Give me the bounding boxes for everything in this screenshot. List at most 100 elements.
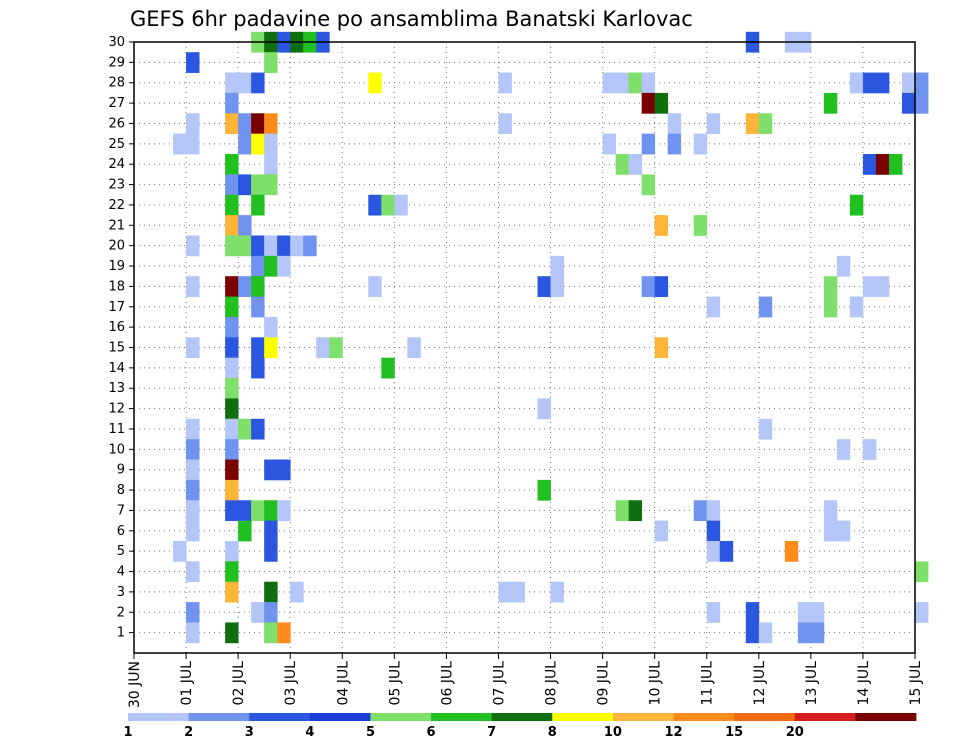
precip-cell	[849, 296, 864, 318]
x-tick-label: 05 JUL	[387, 661, 403, 706]
precip-cell	[251, 174, 265, 196]
precip-cell	[836, 255, 851, 277]
precip-cell	[836, 520, 851, 542]
x-tick-label: 06 JUL	[439, 661, 455, 706]
precip-cell	[693, 133, 708, 155]
precip-cell	[238, 500, 252, 522]
legend-label: 4	[305, 725, 314, 740]
precip-cell	[394, 194, 408, 216]
precip-cell	[186, 520, 200, 542]
precip-cell	[225, 479, 239, 501]
precip-cell	[225, 154, 239, 175]
x-tick-label: 02 JUL	[231, 661, 247, 706]
y-tick-label: 26	[108, 116, 125, 131]
precip-cell	[654, 520, 669, 542]
x-tick-label: 01 JUL	[179, 661, 195, 706]
x-tick-label: 11 JUL	[700, 661, 716, 706]
precip-cell	[368, 72, 382, 94]
precip-cell	[264, 52, 278, 73]
x-tick-label: 09 JUL	[596, 661, 612, 706]
precip-cell	[667, 133, 682, 155]
legend-swatch	[370, 713, 432, 721]
x-tick-label: 30 JUN	[127, 661, 143, 708]
precip-cell	[823, 276, 838, 297]
legend-swatch	[128, 713, 190, 721]
precip-cell	[498, 581, 512, 603]
legend-label: 8	[548, 725, 557, 740]
precip-cell	[706, 296, 721, 318]
precip-cell	[667, 113, 682, 135]
precip-cell	[706, 520, 721, 542]
y-tick-label: 1	[117, 626, 125, 641]
precip-cell	[264, 174, 278, 196]
precip-cell	[615, 72, 630, 94]
precip-cell	[186, 500, 200, 522]
precip-cell	[316, 337, 330, 359]
precip-cell	[537, 479, 551, 501]
precip-cell	[225, 357, 239, 379]
precip-cell	[264, 459, 278, 481]
precip-cell	[251, 255, 265, 277]
precip-cell	[186, 418, 200, 440]
precip-cell	[277, 500, 291, 522]
precip-cell	[823, 500, 838, 522]
precip-cell	[264, 133, 278, 155]
precip-cell	[225, 296, 239, 318]
precip-cell	[849, 194, 864, 216]
precip-cell	[641, 72, 656, 94]
x-tick-label: 15 JUL	[908, 661, 924, 706]
precip-cell	[238, 113, 252, 135]
precip-cell	[225, 500, 239, 522]
precip-cell	[225, 215, 239, 236]
precip-cell	[186, 52, 200, 73]
y-tick-label: 9	[117, 463, 125, 478]
y-tick-label: 20	[108, 239, 125, 254]
precip-cell	[225, 92, 239, 114]
x-tick-label: 03 JUL	[283, 661, 299, 706]
precip-cell	[251, 194, 265, 216]
y-tick-label: 2	[117, 605, 125, 620]
precip-cell	[745, 113, 760, 135]
x-axis-ticks: 30 JUN 01 JUL 02 JUL 03 JUL 04 JUL 05 JUL 06 J…	[127, 653, 924, 708]
precip-cell	[173, 133, 187, 155]
precip-cell	[225, 72, 239, 94]
precip-cell	[368, 276, 382, 297]
precip-cell	[186, 133, 200, 155]
y-tick-label: 27	[108, 96, 125, 111]
legend-label: 10	[604, 725, 622, 740]
precip-cell	[186, 337, 200, 359]
precip-cell	[264, 581, 278, 603]
precip-cell	[186, 459, 200, 481]
precip-cell	[238, 174, 252, 196]
legend-swatch	[794, 713, 856, 721]
legend-swatch	[734, 713, 796, 721]
y-tick-label: 21	[108, 218, 125, 233]
precip-cell	[810, 622, 825, 644]
precip-cell	[498, 72, 512, 94]
precip-cell	[745, 622, 760, 644]
precip-cell	[862, 154, 877, 175]
y-tick-label: 14	[108, 361, 125, 376]
precip-cell	[186, 479, 200, 501]
precip-cell	[641, 92, 656, 114]
precip-cell	[238, 520, 252, 542]
x-tick-label: 13 JUL	[804, 661, 820, 706]
precip-cell	[862, 276, 877, 297]
y-tick-label: 19	[108, 259, 125, 274]
y-tick-label: 23	[108, 178, 125, 193]
y-tick-label: 6	[117, 524, 125, 539]
precip-cell	[602, 72, 617, 94]
precip-cell	[381, 357, 395, 379]
precip-cell	[862, 439, 877, 460]
legend-swatch	[249, 713, 311, 721]
precip-cell	[238, 276, 252, 297]
precip-cell	[550, 255, 564, 277]
precip-cell	[238, 133, 252, 155]
precip-cell	[290, 235, 304, 257]
precip-cell	[186, 276, 200, 297]
precip-cell	[693, 500, 708, 522]
precip-cell	[641, 174, 656, 196]
precip-cell	[186, 439, 200, 460]
precip-cell	[277, 235, 291, 257]
precip-cell	[654, 215, 669, 236]
